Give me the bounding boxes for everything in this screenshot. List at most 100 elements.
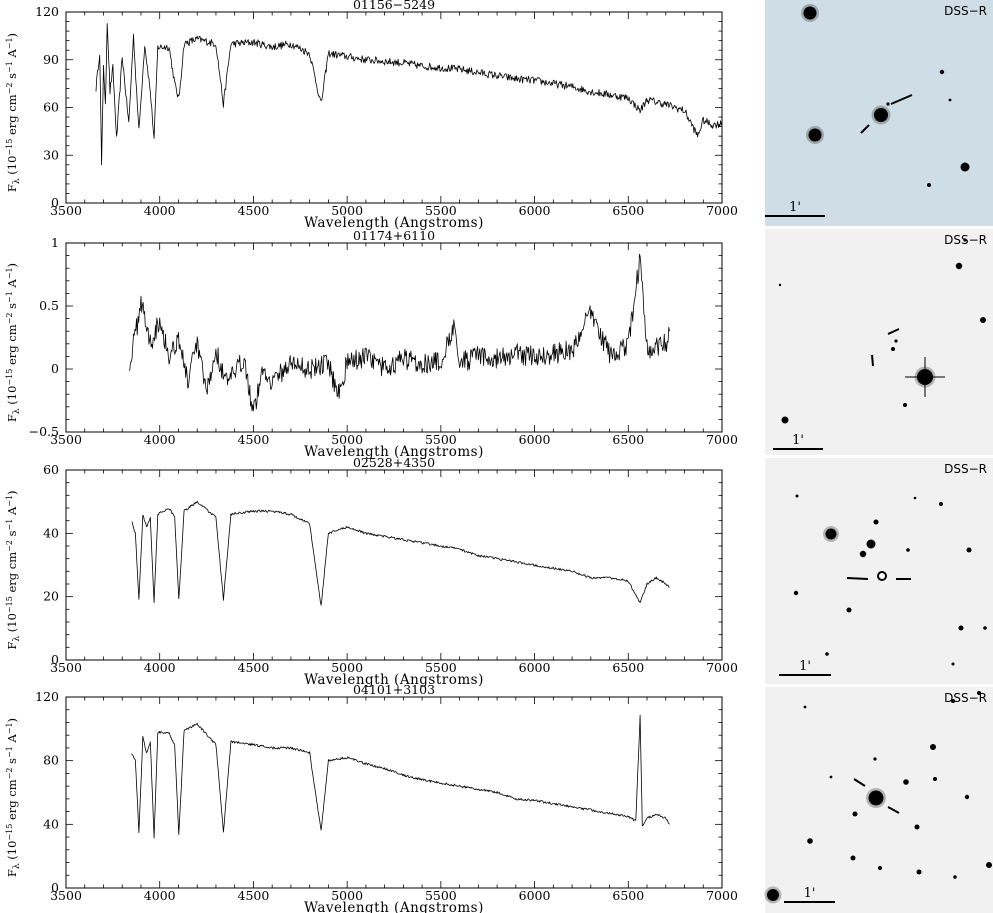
spectrum-line (131, 714, 670, 839)
plot-frame (65, 242, 723, 433)
y-axis-label-part: erg cm (5, 324, 19, 368)
x-tick-label: 4000 (144, 660, 176, 675)
dss-image-1: 1' DSS−R (765, 0, 993, 226)
y-axis-label-part: −1 (5, 267, 14, 279)
x-tick-label: 4000 (144, 888, 176, 903)
y-axis-label-part: −15 (5, 139, 14, 156)
star (939, 69, 945, 75)
x-tick-label: 6000 (519, 888, 551, 903)
y-axis-label-part: −2 (5, 540, 14, 552)
x-tick-label: 3500 (50, 432, 82, 447)
x-tick-label: 5000 (331, 888, 363, 903)
star (894, 339, 898, 343)
star (916, 869, 922, 875)
y-axis-label-part: erg cm (5, 552, 19, 596)
x-tick-label: 6500 (612, 660, 644, 675)
y-tick-label: 40 (43, 525, 59, 540)
star (964, 794, 970, 800)
star (767, 889, 779, 901)
y-axis-label-part: −1 (5, 495, 14, 507)
target-marker (887, 328, 900, 335)
y-axis-label-part: A (5, 279, 19, 292)
y-axis-label-part: ) (5, 718, 19, 723)
star (903, 403, 907, 407)
x-tick-label: 4500 (238, 660, 270, 675)
y-axis-label-part: s (5, 73, 19, 83)
star (829, 775, 833, 779)
spectrum-panel-4: 3500 4000 4500 5000 5500 6000 6500 7000 0 40 80 120… (5, 682, 738, 913)
star (873, 519, 879, 525)
star (913, 496, 917, 500)
spectrum-panel-3: 3500 4000 4500 5000 5500 6000 6500 7000 0 20 40 60 0… (5, 455, 738, 688)
x-tick-label: 5000 (331, 432, 363, 447)
star (803, 6, 817, 20)
target-marker (890, 94, 913, 105)
y-axis-label-part: s (5, 758, 19, 768)
x-tick-label: 5500 (425, 888, 457, 903)
target-marker (871, 354, 874, 367)
y-axis-label-part: −15 (5, 596, 14, 613)
y-tick-label: 1 (51, 235, 59, 250)
y-axis-label-part: −1 (5, 37, 14, 49)
star (960, 162, 970, 172)
plot-frame (65, 469, 723, 661)
y-axis-label-part: −1 (5, 519, 14, 531)
y-axis-label-part: −2 (5, 313, 14, 325)
star (966, 547, 972, 553)
star (891, 347, 895, 351)
star (781, 416, 789, 424)
star (927, 183, 931, 187)
y-tick-label: 0 (51, 880, 59, 895)
dss-image-3: 1' DSS−R (765, 458, 993, 684)
y-tick-label: 60 (43, 100, 59, 115)
star (793, 590, 799, 596)
x-tick-label: 4500 (238, 203, 270, 218)
y-axis-label: Fλ (10−15 erg cm−2 s−1 A−1) (5, 263, 22, 422)
y-axis-label-part: erg cm (5, 779, 19, 823)
star (846, 607, 852, 613)
star (977, 691, 981, 695)
star (955, 262, 963, 270)
x-axis-label: Wavelength (Angstroms) (304, 900, 484, 913)
star (983, 626, 987, 630)
star (951, 662, 955, 666)
x-tick-label: 6500 (612, 888, 644, 903)
y-tick-label: 0 (51, 195, 59, 210)
y-axis-label-part: F (5, 414, 19, 422)
spectrum-line (95, 23, 723, 166)
y-tick-label: 30 (43, 147, 59, 162)
target-marker (853, 778, 866, 787)
y-axis-label-part: λ (12, 863, 22, 869)
y-axis-label-part: (10 (5, 156, 19, 179)
scale-bar-label: 1' (792, 433, 804, 448)
star (906, 548, 910, 552)
x-tick-label: 3500 (50, 660, 82, 675)
x-tick-label: 7000 (706, 660, 738, 675)
y-axis-label-part: ) (5, 263, 19, 268)
star (963, 238, 967, 242)
star (803, 705, 807, 709)
star (795, 494, 799, 498)
y-axis-label: Fλ (10−15 erg cm−2 s−1 A−1) (5, 490, 22, 649)
target-ring (879, 573, 885, 579)
dss-image-background (765, 458, 993, 684)
y-axis-label-part: (10 (5, 841, 19, 864)
y-axis-label-part: λ (12, 178, 22, 184)
target-marker (887, 806, 900, 814)
star (948, 98, 952, 102)
y-tick-label: −0.5 (29, 424, 59, 439)
survey-label: DSS−R (944, 691, 987, 705)
y-axis-label-part: −1 (5, 722, 14, 734)
x-tick-label: 4000 (144, 432, 176, 447)
spectrum-line (129, 253, 670, 412)
survey-label: DSS−R (944, 462, 987, 476)
y-axis-label-part: −1 (5, 291, 14, 303)
y-axis-label-part: λ (12, 636, 22, 642)
scale-bar-label: 1' (804, 886, 816, 901)
y-axis-label-part: (10 (5, 613, 19, 636)
y-axis-label-part: s (5, 530, 19, 540)
x-tick-label: 5500 (425, 203, 457, 218)
x-tick-label: 4000 (144, 203, 176, 218)
x-tick-label: 5500 (425, 432, 457, 447)
x-tick-label: 7000 (706, 203, 738, 218)
